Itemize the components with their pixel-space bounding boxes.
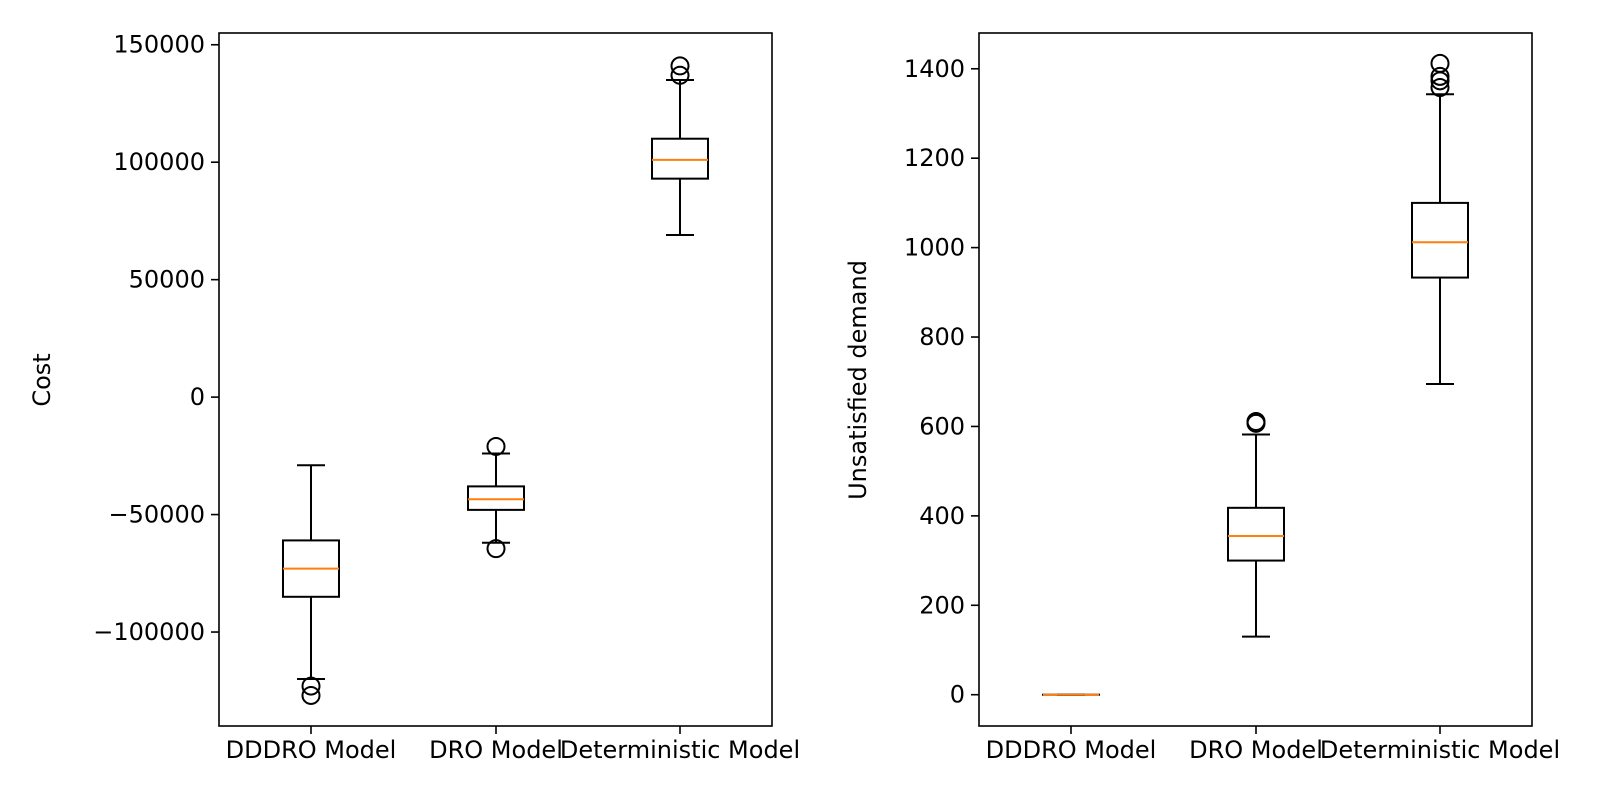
cost-box-3 (651, 56, 709, 237)
outlier-point (301, 685, 321, 705)
cost-y-tick-label: −50000 (109, 501, 205, 529)
cost-y-axis-label: Cost (28, 353, 56, 406)
cost-box-2 (467, 436, 525, 559)
outlier-point (301, 676, 321, 696)
cost-y-tick-label: 100000 (113, 148, 205, 176)
cost-y-ticks: −100000 −50000 0 50000 100000 150000 (93, 31, 219, 646)
demand-y-tick-label: 800 (919, 323, 965, 351)
demand-boxes (1042, 53, 1469, 696)
outlier-point (1430, 66, 1450, 86)
interquartile-box (467, 485, 525, 511)
cost-box-1 (282, 464, 340, 705)
outlier-point (486, 539, 506, 559)
cost-y-tick-label: −100000 (93, 618, 205, 646)
demand-box-2 (1227, 412, 1285, 638)
interquartile-box (1411, 201, 1469, 279)
outlier-point (670, 65, 690, 85)
demand-box-3 (1411, 53, 1469, 385)
cost-y-tick-label: 0 (190, 383, 205, 411)
cost-y-tick-label: 150000 (113, 31, 205, 59)
cost-boxplot-panel: Cost −100000 −50000 0 50000 100000 150000 DDD… (28, 31, 800, 764)
outlier-point (1246, 412, 1266, 432)
demand-x-tick-label: DDDRO Model (986, 736, 1157, 764)
demand-y-tick-label: 1200 (904, 144, 965, 172)
cost-boxes (282, 56, 709, 705)
interquartile-box (651, 137, 709, 180)
cost-plot-frame (218, 32, 773, 727)
unsatisfied-demand-y-axis-label: Unsatisfied demand (844, 260, 872, 500)
demand-y-tick-label: 200 (919, 591, 965, 619)
outlier-point (1430, 78, 1450, 98)
demand-y-tick-label: 0 (950, 681, 965, 709)
demand-y-tick-label: 600 (919, 412, 965, 440)
demand-y-tick-label: 400 (919, 502, 965, 530)
demand-x-tick-label: DRO Model (1189, 736, 1323, 764)
demand-y-tick-label: 1000 (904, 234, 965, 262)
demand-x-tick-label: Deterministic Model (1320, 736, 1560, 764)
unsatisfied-demand-boxplot-panel: Unsatisfied demand 0 200 400 600 800 1000 1200… (844, 32, 1560, 764)
demand-y-ticks: 0 200 400 600 800 1000 1200 1400 (904, 55, 979, 709)
cost-x-tick-label: Deterministic Model (560, 736, 800, 764)
cost-x-tick-label: DDDRO Model (226, 736, 397, 764)
outlier-point (670, 56, 690, 76)
cost-x-tick-label: DRO Model (429, 736, 563, 764)
cost-y-tick-label: 50000 (129, 266, 205, 294)
demand-plot-frame (978, 32, 1533, 727)
outlier-point (1430, 53, 1450, 73)
demand-y-tick-label: 1400 (904, 55, 965, 83)
outlier-point (486, 436, 506, 456)
interquartile-box (1227, 506, 1285, 562)
